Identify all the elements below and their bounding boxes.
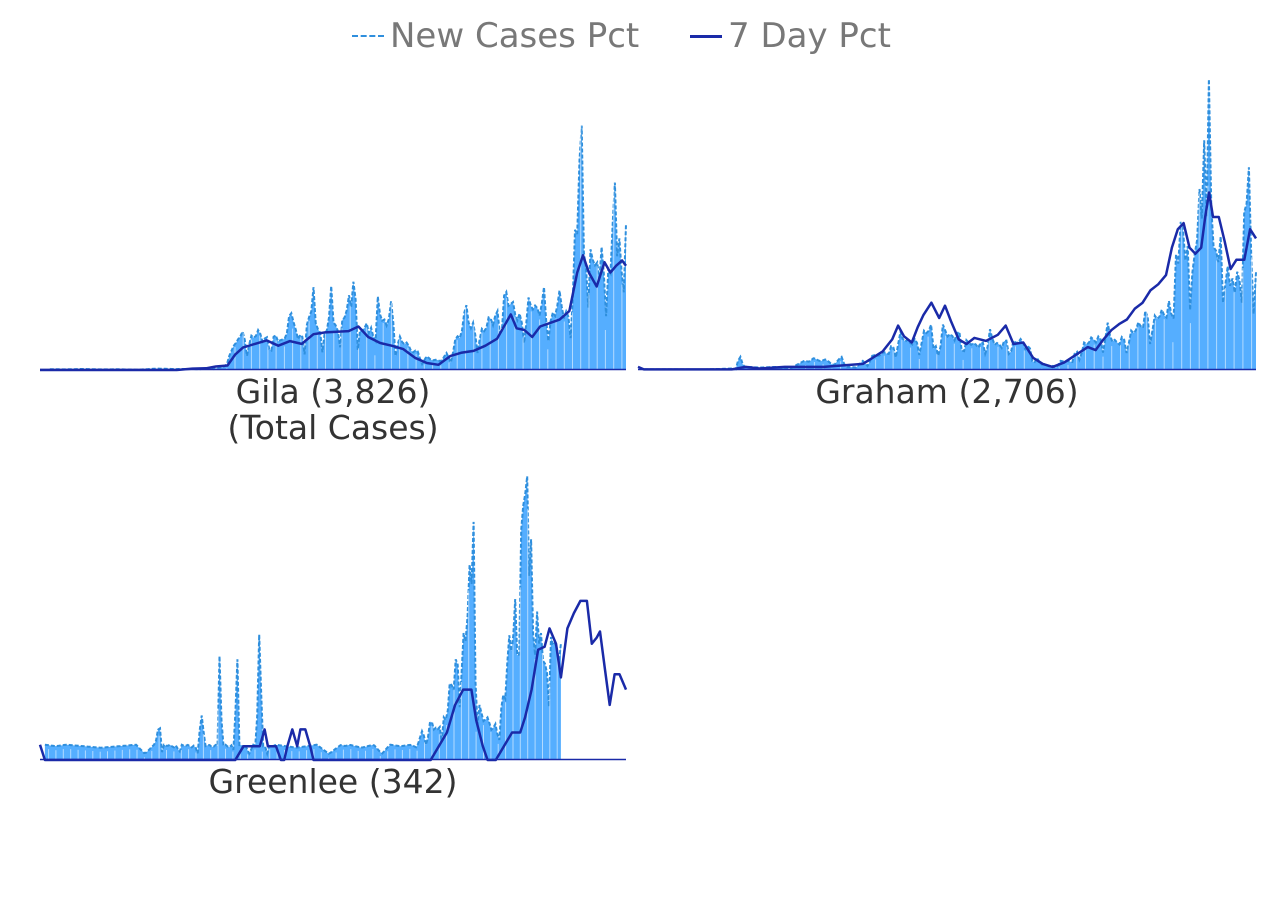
seven-day-line [40, 254, 627, 372]
seven-day-line [38, 599, 628, 762]
new-cases-line [44, 476, 562, 758]
gila-label: Gila (3,826) (Total Cases) [40, 374, 626, 446]
new-cases-area [49, 125, 627, 370]
gila-title: Gila (3,826) [235, 372, 431, 411]
greenlee-panel [38, 476, 628, 762]
gila-subtitle: (Total Cases) [227, 408, 439, 447]
legend-solid-swatch [690, 34, 722, 38]
graham-title: Graham (2,706) [815, 372, 1079, 411]
greenlee-label: Greenlee (342) [40, 764, 626, 800]
gila-panel [40, 88, 627, 374]
new-cases-area [643, 79, 1256, 371]
legend-item-new-cases: New Cases Pct [352, 14, 639, 58]
chart-legend: New Cases Pct 7 Day Pct [0, 14, 1280, 58]
greenlee-title: Greenlee (342) [208, 762, 458, 801]
legend-dashed-swatch [352, 35, 384, 37]
seven-day-line [637, 191, 1258, 371]
legend-item-7-day: 7 Day Pct [690, 14, 891, 58]
legend-label-new-cases: New Cases Pct [390, 16, 640, 56]
graham-label: Graham (2,706) [638, 374, 1256, 410]
new-cases-area [44, 476, 561, 760]
legend-label-7-day: 7 Day Pct [728, 16, 891, 56]
graham-panel [637, 79, 1258, 374]
